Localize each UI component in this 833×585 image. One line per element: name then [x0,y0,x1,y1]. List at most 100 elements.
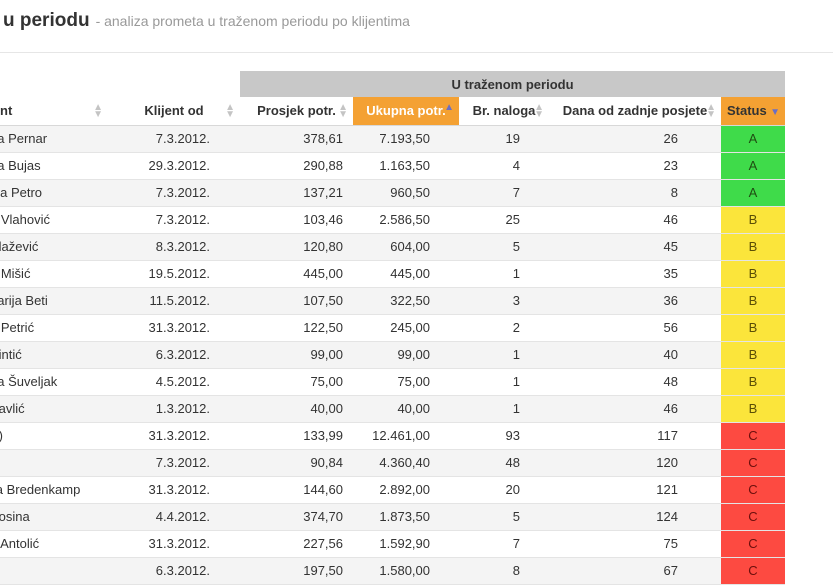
column-header-klijent-od[interactable]: Klijent od ▲ ▼ [108,97,240,126]
average-spend-cell: 90,84 [240,449,353,477]
column-header-klijent[interactable]: nt ▲ ▼ [0,97,108,126]
group-header-spacer [0,71,240,97]
days-since-visit-cell: 40 [549,341,721,369]
sort-icon: ▲ ▼ [225,102,235,120]
client-name-cell: a Petrić [0,314,108,342]
status-cell: C [721,476,785,504]
total-spend-cell: 245,00 [353,314,459,342]
total-spend-cell: 1.873,50 [353,503,459,531]
total-spend-cell: 4.360,40 [353,449,459,477]
client-name-cell: K) [0,422,108,450]
client-name-cell: ea Šuveljak [0,368,108,396]
table-row[interactable]: 7.3.2012. 90,84 4.360,40 48 120 C [0,449,785,477]
table-row[interactable]: 6.3.2012. 197,50 1.580,00 8 67 C [0,557,785,585]
client-since-cell: 31.3.2012. [108,422,240,450]
average-spend-cell: 445,00 [240,260,353,288]
status-cell: B [721,314,785,342]
column-header-ukupna[interactable]: Ukupna potr. ▲ [353,97,459,126]
client-since-cell: 31.3.2012. [108,314,240,342]
client-name-cell: ina Petro [0,179,108,207]
average-spend-cell: 133,99 [240,422,353,450]
total-spend-cell: 322,50 [353,287,459,315]
average-spend-cell: 144,60 [240,476,353,504]
sort-icon: ▲ ▼ [338,102,348,120]
column-header-prosjek[interactable]: Prosjek potr. ▲ ▼ [240,97,353,126]
page-subtitle: - analiza prometa u traženom periodu po … [95,13,410,29]
column-header-nalozi[interactable]: Br. naloga ▲ ▼ [459,97,549,126]
column-header-label: Status [727,103,767,119]
order-count-cell: 2 [459,314,549,342]
days-since-visit-cell: 26 [549,125,721,153]
order-count-cell: 1 [459,368,549,396]
client-since-cell: 29.3.2012. [108,152,240,180]
column-header-status[interactable]: Status ▼ [721,97,785,126]
order-count-cell: 3 [459,287,549,315]
status-cell: B [721,260,785,288]
average-spend-cell: 137,21 [240,179,353,207]
column-header-dana[interactable]: Dana od zadnje posjete ▲ ▼ [549,97,721,126]
order-count-cell: 25 [459,206,549,234]
table-row[interactable]: ija Bredenkamp31.3.2012.144,602.892,0020… [0,476,785,504]
client-since-cell: 7.3.2012. [108,206,240,234]
clients-report-table: U traženom periodu nt ▲ ▼ Klijent od ▲ ▼ Pro… [0,71,785,585]
total-spend-cell: 2.586,50 [353,206,459,234]
days-since-visit-cell: 36 [549,287,721,315]
status-cell: A [721,125,785,153]
sort-ascending-icon: ▲ [444,102,454,113]
total-spend-cell: 1.163,50 [353,152,459,180]
days-since-visit-cell: 46 [549,395,721,423]
days-since-visit-cell: 8 [549,179,721,207]
status-cell: B [721,368,785,396]
days-since-visit-cell: 124 [549,503,721,531]
total-spend-cell: 40,00 [353,395,459,423]
status-cell: C [721,449,785,477]
order-count-cell: 7 [459,530,549,558]
average-spend-cell: 99,00 [240,341,353,369]
status-cell: B [721,287,785,315]
days-since-visit-cell: 67 [549,557,721,585]
client-name-cell [0,449,108,477]
status-cell: C [721,530,785,558]
days-since-visit-cell: 46 [549,206,721,234]
status-cell: B [721,395,785,423]
order-count-cell: 8 [459,557,549,585]
days-since-visit-cell: 117 [549,422,721,450]
page-title-text: u periodu [3,10,90,31]
client-since-cell: 1.3.2012. [108,395,240,423]
total-spend-cell: 75,00 [353,368,459,396]
total-spend-cell: 99,00 [353,341,459,369]
client-since-cell: 7.3.2012. [108,179,240,207]
client-name-cell: a Antolić [0,530,108,558]
average-spend-cell: 197,50 [240,557,353,585]
days-since-visit-cell: 120 [549,449,721,477]
column-header-label: Prosjek potr. [257,103,336,119]
order-count-cell: 1 [459,341,549,369]
client-name-cell: na Bujas [0,152,108,180]
column-header-label: Br. naloga [472,103,536,119]
client-name-cell: a Mišić [0,260,108,288]
client-since-cell: 31.3.2012. [108,476,240,504]
days-since-visit-cell: 35 [549,260,721,288]
order-count-cell: 48 [459,449,549,477]
average-spend-cell: 75,00 [240,368,353,396]
client-name-cell: narija Beti [0,287,108,315]
client-since-cell: 6.3.2012. [108,557,240,585]
client-since-cell: 7.3.2012. [108,125,240,153]
status-cell: B [721,233,785,261]
average-spend-cell: 290,88 [240,152,353,180]
order-count-cell: 1 [459,260,549,288]
